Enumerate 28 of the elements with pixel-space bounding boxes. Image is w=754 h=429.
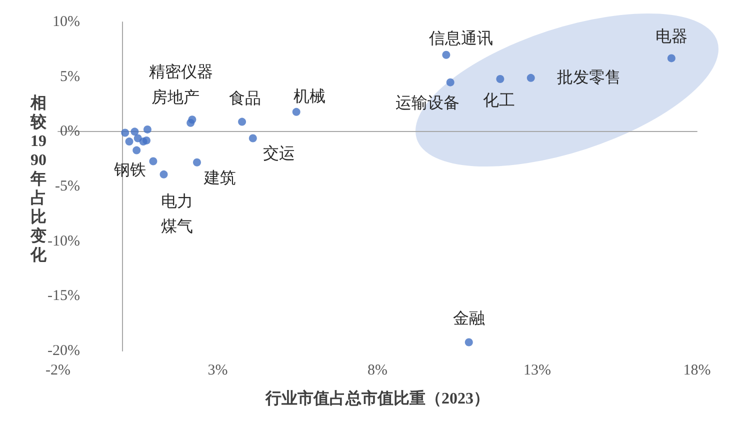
y-tick-label: -5% <box>55 178 80 194</box>
annotation: 建筑 <box>202 168 236 187</box>
x-tick-label: 18% <box>683 362 711 378</box>
annotation: 信息通讯 <box>429 29 494 48</box>
annotation: 房地产 <box>152 88 200 106</box>
x-tick-label: 13% <box>524 362 551 378</box>
annotation: 机械 <box>293 87 326 106</box>
y-tick-label: 10% <box>52 14 80 30</box>
annotation: 钢铁 <box>113 162 146 179</box>
annotation: 批发零售 <box>556 69 621 86</box>
annotation: 交运 <box>262 144 295 163</box>
x-tick-label: 3% <box>208 362 228 378</box>
annotation: 食品 <box>229 89 262 108</box>
y-tick-label: -10% <box>48 233 80 250</box>
y-tick-label: -20% <box>48 343 80 359</box>
annotation: 运输设备 <box>395 94 460 112</box>
annotation: 精密仪器 <box>149 63 214 82</box>
x-tick-label: -2% <box>46 362 70 378</box>
annotation: 金融 <box>452 310 485 328</box>
y-tick-label: 5% <box>60 68 80 85</box>
annotation: 化工 <box>483 92 516 110</box>
x-axis-title: 行业市值占总市值比重（2023） <box>264 390 490 408</box>
annotation: 电器 <box>655 28 688 46</box>
y-tick-label: -15% <box>48 288 80 304</box>
x-tick-label: 8% <box>368 362 388 378</box>
y-tick-label: 0% <box>60 124 80 140</box>
annotation: 电力煤气 <box>160 192 193 236</box>
text: 相较1990年占比变化 <box>30 95 46 264</box>
